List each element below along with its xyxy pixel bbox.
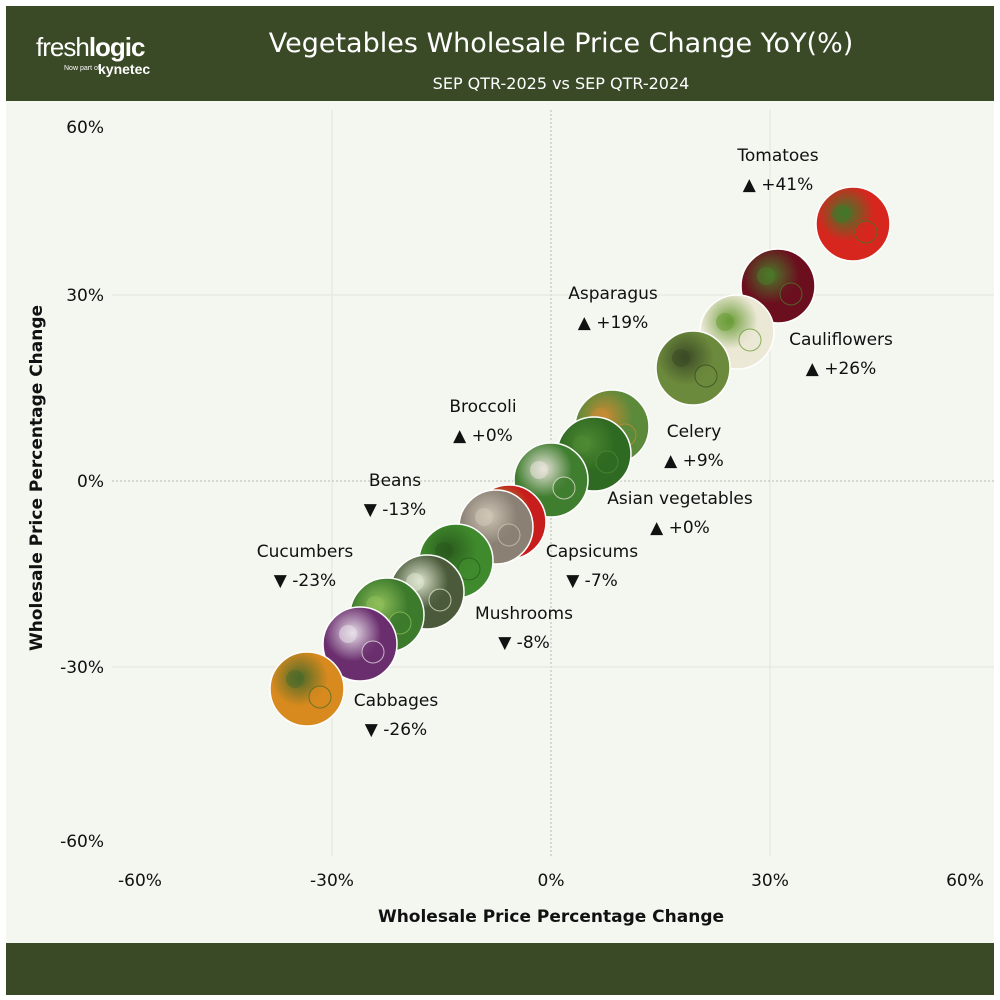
chart-title: Vegetables Wholesale Price Change YoY(%) [268, 28, 854, 59]
point-detail [457, 557, 481, 581]
label-tomatoes-name: Tomatoes [736, 146, 818, 166]
label-asparagus-name: Asparagus [568, 284, 658, 304]
label-broccoli-change: ▲ +0% [453, 426, 513, 446]
point-marker [815, 186, 891, 262]
label-cabbages-name: Cabbages [354, 691, 439, 711]
label-cabbages-change: ▼ -26% [365, 720, 427, 740]
point-tomatoes [815, 186, 891, 262]
y-axis-title: Wholesale Price Percentage Change [27, 305, 47, 651]
x-tick-label: 30% [751, 871, 789, 891]
label-cauliflowers-name: Cauliflowers [789, 330, 893, 350]
point-marker [322, 606, 398, 682]
y-tick-label: 30% [66, 286, 104, 306]
point-detail [552, 476, 576, 500]
point-detail [361, 640, 385, 664]
point-highlight [672, 349, 690, 367]
point-highlight [339, 625, 357, 643]
y-tick-label: -30% [60, 658, 104, 678]
logo-tagline: Now part of [64, 65, 100, 72]
x-tick-label: 0% [538, 871, 565, 891]
point-detail [308, 685, 332, 709]
label-celery-name: Celery [667, 422, 722, 442]
point-detail [694, 364, 718, 388]
point-detail [779, 282, 803, 306]
point-detail [854, 220, 878, 244]
label-asian-vegetables-name: Asian vegetables [607, 489, 753, 509]
point-marker [655, 330, 731, 406]
data-points [269, 186, 891, 727]
freshlogic-logo: freshlogic Now part of kynetec [36, 32, 150, 77]
label-capsicums-name: Capsicums [546, 542, 638, 562]
point-detail [428, 588, 452, 612]
label-broccoli-name: Broccoli [449, 397, 516, 417]
y-tick-label: 60% [66, 118, 104, 138]
label-cucumbers-change: ▼ -23% [274, 571, 336, 591]
point-highlight [757, 267, 775, 285]
point-highlight [475, 508, 493, 526]
point-highlight [435, 542, 453, 560]
label-asparagus-change: ▲ +19% [578, 313, 649, 333]
label-tomatoes-change: ▲ +41% [743, 175, 814, 195]
point-asparagus [655, 330, 731, 406]
y-tick-label: 0% [77, 472, 104, 492]
label-cucumbers-name: Cucumbers [257, 542, 354, 562]
footer-bar [6, 943, 994, 995]
logo-prefix: fresh [36, 32, 90, 62]
point-highlight [716, 313, 734, 331]
label-mushrooms-change: ▼ -8% [498, 633, 550, 653]
point-detail [738, 328, 762, 352]
point-marker [269, 651, 345, 727]
x-tick-label: -60% [118, 871, 162, 891]
y-tick-labels: 60% 30% 0% -30% -60% [60, 118, 104, 852]
point-detail [595, 450, 619, 474]
chart-subtitle: SEP QTR-2025 vs SEP QTR-2024 [432, 74, 690, 93]
label-asian-vegetables-change: ▲ +0% [650, 518, 710, 538]
label-celery-change: ▲ +9% [664, 451, 724, 471]
label-cauliflowers-change: ▲ +26% [806, 359, 877, 379]
header-bar: freshlogic Now part of kynetec Vegetable… [6, 6, 994, 101]
y-tick-label: -60% [60, 832, 104, 852]
logo-brand: kynetec [98, 61, 151, 77]
label-beans-change: ▼ -13% [364, 500, 426, 520]
point-pumpkins [269, 651, 345, 727]
x-axis-title: Wholesale Price Percentage Change [378, 907, 724, 927]
point-detail [497, 523, 521, 547]
x-tick-label: -30% [310, 871, 354, 891]
point-cabbages [322, 606, 398, 682]
point-highlight [573, 435, 591, 453]
label-beans-name: Beans [369, 471, 421, 491]
point-highlight [530, 461, 548, 479]
x-tick-labels: -60% -30% 0% 30% 60% [118, 871, 984, 891]
logo-suffix: logic [88, 32, 146, 62]
label-mushrooms-name: Mushrooms [475, 604, 573, 624]
label-capsicums-change: ▼ -7% [566, 571, 618, 591]
point-highlight [286, 670, 304, 688]
point-labels: Tomatoes ▲ +41% Cauliflowers ▲ +26% Asparagu… [257, 146, 893, 740]
point-highlight [832, 205, 850, 223]
x-tick-label: 60% [946, 871, 984, 891]
